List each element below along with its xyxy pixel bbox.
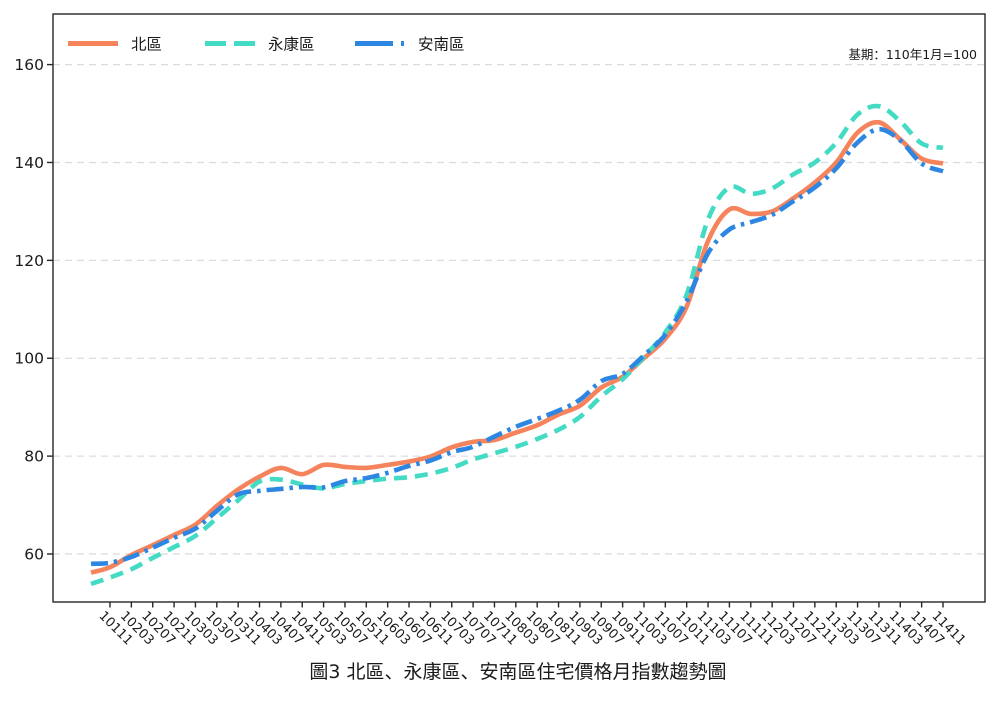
y-tick-label: 120: [14, 252, 44, 270]
gridlines: [53, 63, 985, 555]
axis-tick-marks: [47, 63, 944, 608]
series-lines: [90, 103, 944, 587]
legend: 北區 永康區 安南區: [68, 36, 465, 54]
y-tick-label: 80: [24, 448, 44, 466]
chart-title: 圖3 北區、永康區、安南區住宅價格月指數趨勢圖: [309, 661, 726, 683]
plot-frame: [52, 13, 986, 603]
y-tick-label: 160: [14, 56, 44, 74]
legend-label-annan: 安南區: [418, 36, 465, 54]
legend-label-yongkang: 永康區: [268, 36, 315, 54]
y-tick-label: 100: [14, 350, 44, 368]
series-line-yongkang: [90, 103, 944, 587]
y-tick-label: 140: [14, 154, 44, 172]
base-period-note: 基期：110年1月=100: [848, 47, 977, 62]
series-line-annan: [90, 126, 944, 567]
x-axis-tick-labels: 1011110203102071021110303103071031110403…: [96, 609, 969, 649]
series-line-north: [90, 119, 944, 575]
legend-label-north: 北區: [131, 36, 162, 54]
y-axis-tick-labels: 60 80 100 120 140 160: [14, 56, 44, 563]
plot-border: [52, 13, 986, 603]
y-tick-label: 60: [24, 546, 44, 564]
